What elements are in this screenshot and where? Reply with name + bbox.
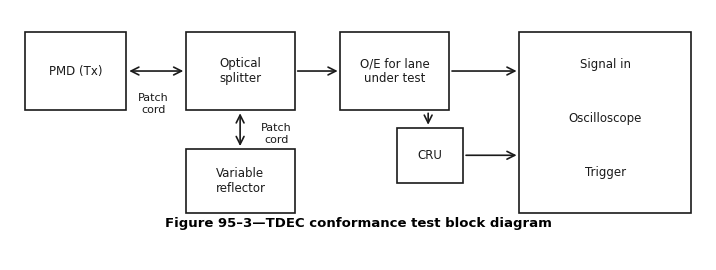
Text: PMD (Tx): PMD (Tx) <box>49 65 102 77</box>
Text: Optical
splitter: Optical splitter <box>219 57 261 85</box>
Text: CRU: CRU <box>417 149 442 162</box>
Bar <box>341 32 449 110</box>
Text: Oscilloscope: Oscilloscope <box>569 112 642 125</box>
Bar <box>519 32 692 213</box>
Text: Patch
cord: Patch cord <box>137 93 168 115</box>
Text: O/E for lane
under test: O/E for lane under test <box>360 57 430 85</box>
Bar <box>186 149 295 213</box>
Text: Patch
cord: Patch cord <box>261 123 292 145</box>
Text: Figure 95–3—TDEC conformance test block diagram: Figure 95–3—TDEC conformance test block … <box>165 217 551 230</box>
Bar <box>397 127 463 183</box>
Text: Signal in: Signal in <box>580 58 631 71</box>
Bar <box>24 32 127 110</box>
Text: Trigger: Trigger <box>585 167 626 180</box>
Text: Variable
reflector: Variable reflector <box>216 167 266 195</box>
Bar <box>186 32 295 110</box>
